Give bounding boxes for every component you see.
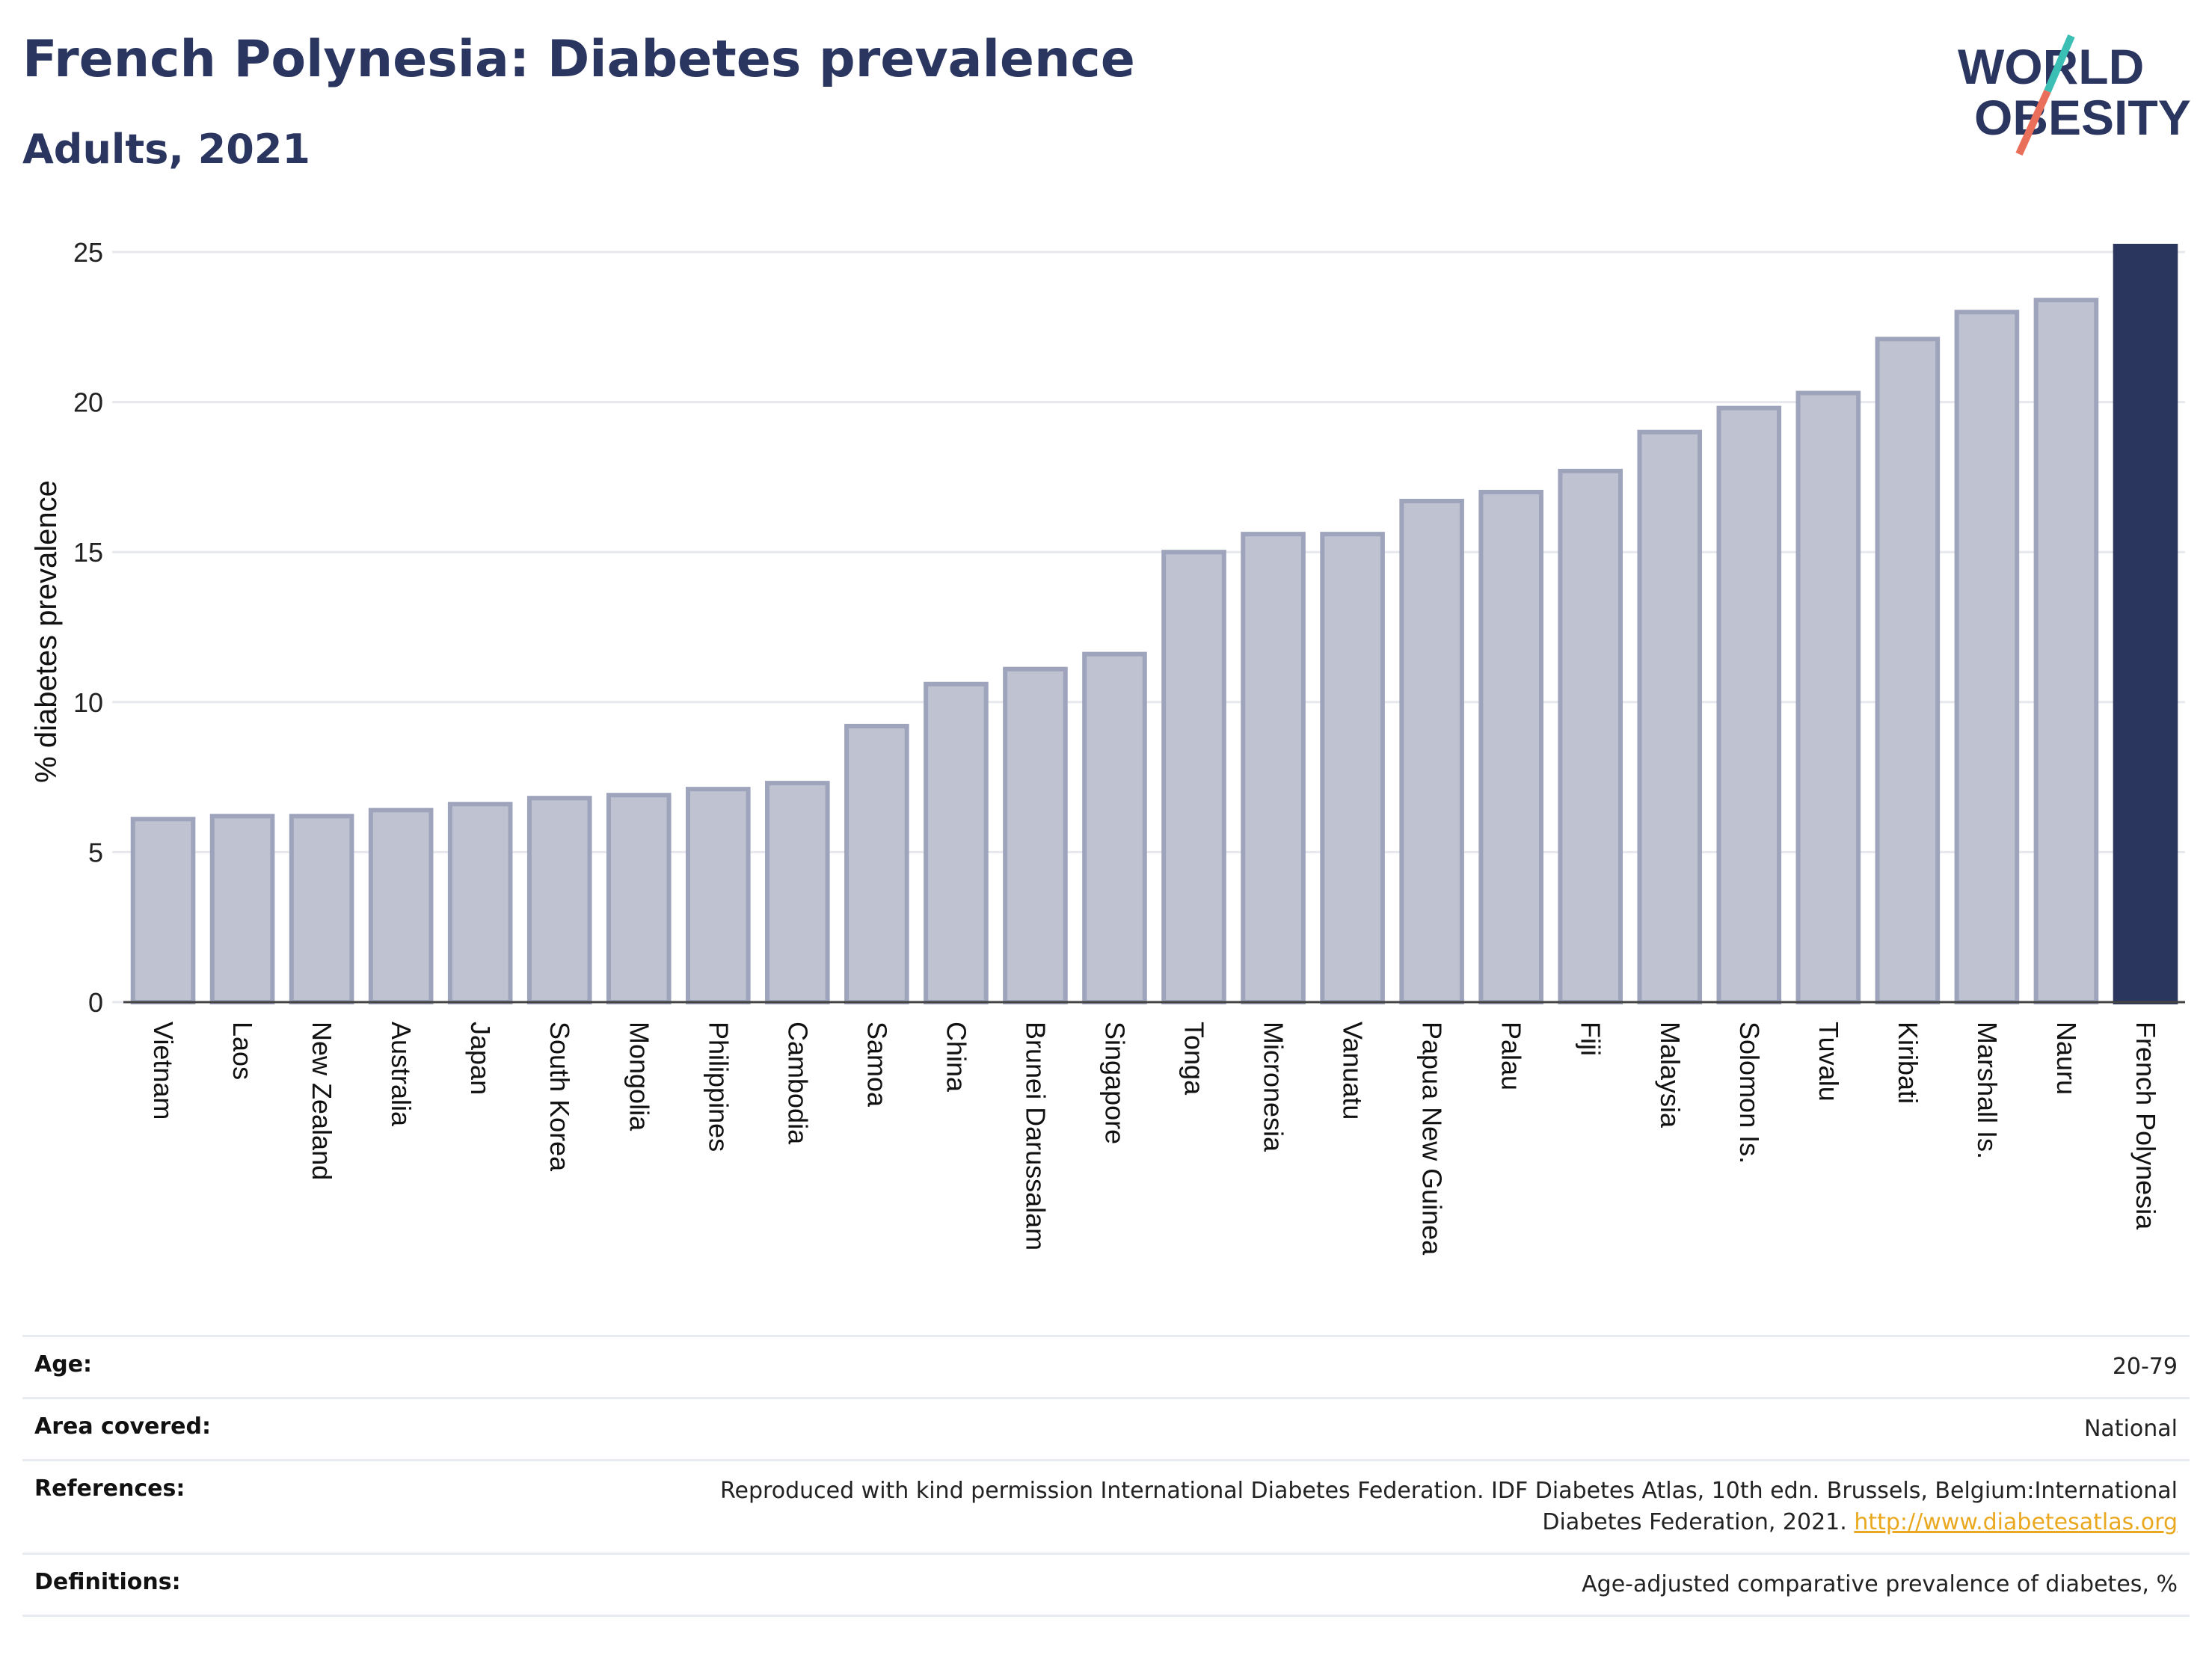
bar: [1637, 429, 1703, 1004]
bar: [526, 796, 592, 1004]
x-tick-label: Laos: [227, 1022, 258, 1080]
x-tick-label: Brunei Darussalam: [1020, 1022, 1051, 1250]
x-tick-label: Kiribati: [1893, 1022, 1923, 1104]
meta-value-definitions: Age-adjusted comparative prevalence of d…: [1582, 1571, 2178, 1597]
bar: [1478, 489, 1543, 1004]
x-tick-label: China: [941, 1022, 971, 1093]
x-tick-label: Solomon Is.: [1734, 1022, 1765, 1164]
bar: [685, 787, 751, 1004]
chart-title: French Polynesia: Diabetes prevalence: [22, 30, 1135, 89]
y-axis-ticks: 0 5 10 15 20 25: [73, 237, 103, 1018]
bar: [2033, 298, 2099, 1004]
meta-value-references: Reproduced with kind permission Internat…: [27, 1461, 2185, 1538]
logo-slash-coral: [2015, 89, 2051, 156]
x-tick-label: Mongolia: [624, 1022, 654, 1132]
bar: [1795, 390, 1861, 1004]
x-tick-label: Vietnam: [148, 1022, 179, 1120]
meta-label-age: Age:: [34, 1351, 93, 1378]
bar: [1003, 666, 1068, 1005]
logo-slash-teal: [2044, 34, 2075, 93]
bar: [1954, 310, 2020, 1004]
y-axis-label: % diabetes prevalence: [30, 480, 63, 783]
y-tick-label: 15: [73, 537, 103, 568]
x-tick-label: Nauru: [2051, 1022, 2082, 1095]
references-link[interactable]: http://www.diabetesatlas.org: [1854, 1509, 2178, 1535]
bar: [289, 814, 354, 1004]
bar: [606, 793, 672, 1004]
bar: [1399, 498, 1464, 1004]
y-tick-label: 5: [88, 837, 103, 868]
x-tick-label: Marshall Is.: [1972, 1022, 2003, 1159]
bar: [765, 781, 830, 1005]
y-tick-label: 0: [88, 987, 103, 1018]
x-tick-label: Australia: [386, 1022, 417, 1127]
x-tick-label: Philippines: [703, 1022, 734, 1152]
bar: [368, 808, 434, 1005]
references-text-line1: Reproduced with kind permission Internat…: [720, 1478, 2178, 1504]
meta-row-references: References: Reproduced with kind permiss…: [22, 1459, 2190, 1553]
meta-value-area: National: [2083, 1416, 2178, 1442]
x-tick-label: Malaysia: [1655, 1022, 1686, 1129]
y-tick-label: 20: [73, 387, 103, 418]
x-tick-label: Tuvalu: [1813, 1022, 1844, 1102]
x-axis-labels: Vietnam Laos New Zealand Australia Japan Sout…: [148, 1022, 2161, 1256]
bar: [1082, 651, 1147, 1004]
meta-label-references: References:: [34, 1476, 185, 1502]
references-text-line2: Diabetes Federation, 2021. http://www.di…: [27, 1507, 2178, 1538]
meta-row-area: Area covered: National: [22, 1397, 2190, 1459]
x-tick-label: Micronesia: [1259, 1022, 1289, 1152]
x-tick-label: Singapore: [1099, 1022, 1130, 1144]
bar-chart: 0 5 10 15 20 25 Vietnam Laos New Zealand Austral…: [30, 237, 2185, 1256]
bar: [1558, 468, 1623, 1004]
bar: [844, 723, 909, 1004]
bars: [130, 243, 2178, 1005]
x-tick-label: South Korea: [544, 1022, 575, 1172]
logo-word-obesity: OBESITY: [1974, 90, 2191, 145]
bar: [447, 802, 513, 1004]
x-tick-label: French Polynesia: [2130, 1022, 2161, 1230]
bar: [1161, 550, 1226, 1004]
bar: [2113, 243, 2178, 1004]
bar: [209, 814, 275, 1004]
x-tick-label: New Zealand: [307, 1022, 337, 1180]
x-tick-label: Vanuatu: [1338, 1022, 1368, 1120]
chart-subtitle: Adults, 2021: [22, 126, 310, 173]
meta-value-age: 20-79: [2112, 1354, 2178, 1380]
x-tick-label: Fiji: [1576, 1022, 1606, 1056]
x-tick-label: Japan: [465, 1022, 496, 1095]
meta-label-definitions: Definitions:: [34, 1569, 181, 1595]
bar: [1241, 532, 1306, 1004]
x-tick-label: Palau: [1496, 1022, 1527, 1090]
bar: [924, 681, 989, 1005]
metadata-table: Age: 20-79 Area covered: National Refere…: [22, 1335, 2190, 1617]
bar: [1875, 337, 1941, 1004]
x-tick-label: Tonga: [1179, 1022, 1210, 1096]
meta-row-definitions: Definitions: Age-adjusted comparative pr…: [22, 1553, 2190, 1617]
x-tick-label: Papua New Guinea: [1417, 1022, 1448, 1256]
bar: [130, 817, 196, 1004]
meta-label-area: Area covered:: [34, 1413, 211, 1440]
bar: [1716, 405, 1782, 1004]
x-tick-label: Samoa: [861, 1022, 892, 1108]
references-text-line2-prefix: Diabetes Federation, 2021.: [1542, 1509, 1855, 1535]
meta-row-age: Age: 20-79: [22, 1335, 2190, 1397]
x-tick-label: Cambodia: [782, 1022, 813, 1145]
world-obesity-logo: WORLD OBESITY: [1958, 34, 2191, 156]
bar: [1320, 532, 1385, 1004]
y-tick-label: 10: [73, 687, 103, 718]
y-tick-label: 25: [73, 237, 103, 268]
